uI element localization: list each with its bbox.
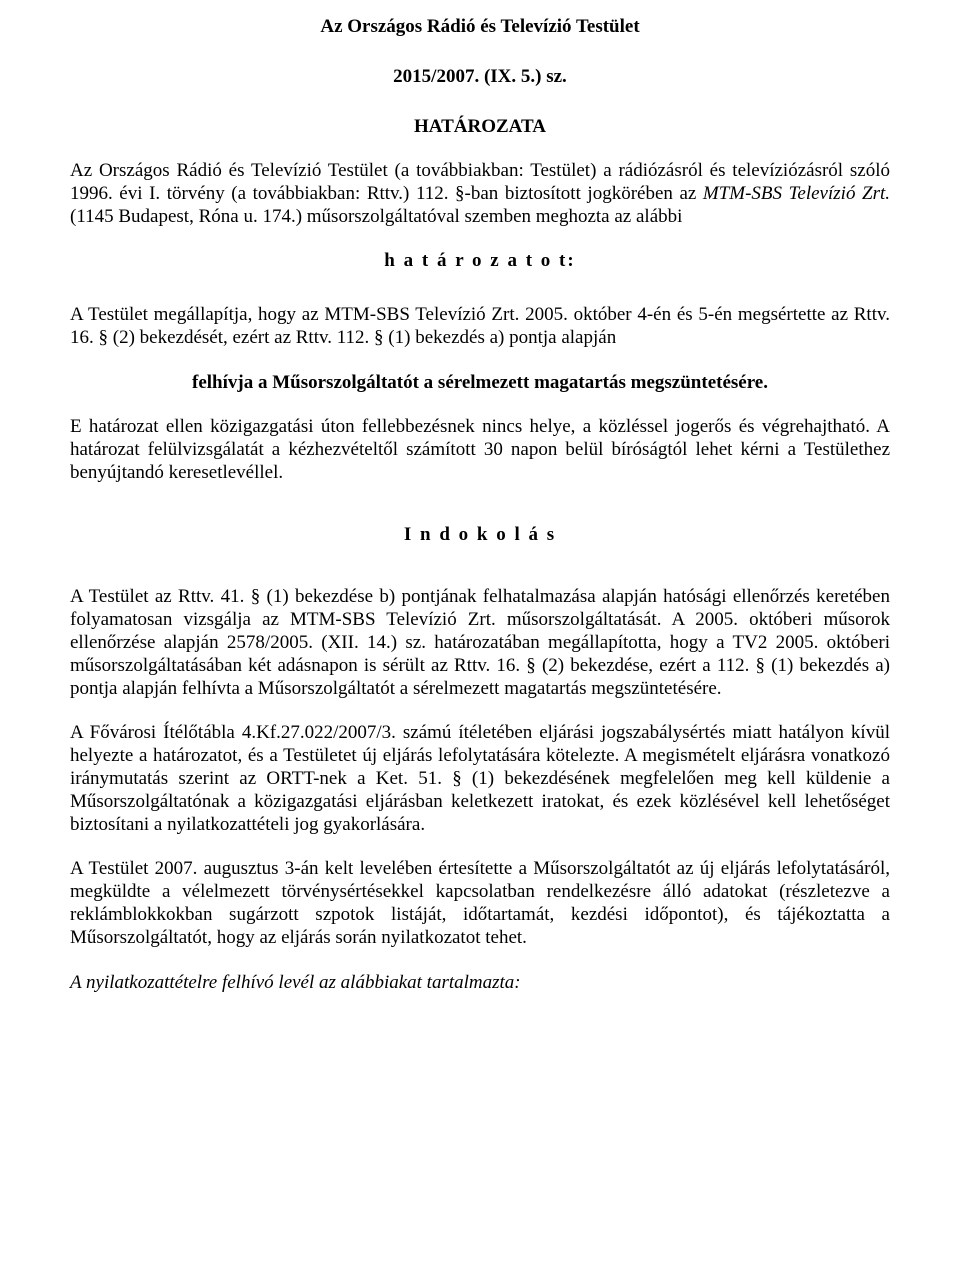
- para1-italic: MTM-SBS Televízió Zrt.: [703, 183, 890, 204]
- paragraph-5: A Fővárosi Ítélőtábla 4.Kf.27.022/2007/3…: [70, 722, 890, 836]
- paragraph-7: A nyilatkozattételre felhívó levél az al…: [70, 972, 890, 994]
- paragraph-1: Az Országos Rádió és Televízió Testület …: [70, 160, 890, 228]
- indokolas-heading: I n d o k o l á s: [70, 524, 890, 546]
- paragraph-4: A Testület az Rttv. 41. § (1) bekezdése …: [70, 586, 890, 700]
- paragraph-2: A Testület megállapítja, hogy az MTM-SBS…: [70, 304, 890, 350]
- hatarozatot-heading: h a t á r o z a t o t:: [70, 250, 890, 272]
- paragraph-3: E határozat ellen közigazgatási úton fel…: [70, 416, 890, 484]
- paragraph-6: A Testület 2007. augusztus 3-án kelt lev…: [70, 858, 890, 949]
- hatarozata-heading: HATÁROZATA: [70, 116, 890, 138]
- document-title: Az Országos Rádió és Televízió Testület: [70, 16, 890, 38]
- document-subtitle: 2015/2007. (IX. 5.) sz.: [70, 66, 890, 88]
- para1-text-2: (1145 Budapest, Róna u. 174.) műsorszolg…: [70, 206, 682, 227]
- felhivja-text: felhívja a Műsorszolgáltatót a sérelmeze…: [70, 372, 890, 394]
